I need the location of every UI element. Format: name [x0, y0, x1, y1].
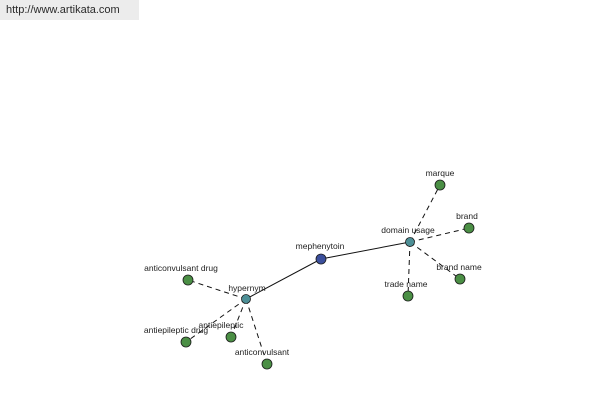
- node-label-anticonvulsant[interactable]: anticonvulsant: [235, 347, 290, 357]
- edge-domain-usage-marque: [409, 184, 441, 243]
- edge-hypernym-antiepileptic-drug: [185, 298, 247, 343]
- edge-hypernym-anticonvulsant-drug: [187, 279, 247, 300]
- edge-domain-usage-trade-name: [407, 241, 411, 297]
- node-anticonvulsant-drug[interactable]: [182, 274, 194, 286]
- node-trade-name[interactable]: [402, 290, 414, 302]
- node-label-antiepileptic[interactable]: antiepileptic: [199, 320, 245, 330]
- edge-mephenytoin-domain-usage: [320, 241, 411, 260]
- node-brand[interactable]: [463, 222, 475, 234]
- node-label-hypernym[interactable]: hypernym: [228, 283, 265, 293]
- node-antiepileptic[interactable]: [225, 331, 237, 343]
- node-label-domain-usage[interactable]: domain usage: [381, 225, 435, 235]
- edges-layer: [185, 184, 470, 365]
- edge-hypernym-antiepileptic: [230, 298, 247, 338]
- edge-domain-usage-brand-name: [409, 241, 461, 280]
- edge-hypernym-anticonvulsant: [245, 298, 268, 365]
- node-label-brand[interactable]: brand: [456, 211, 478, 221]
- node-label-mephenytoin[interactable]: mephenytoin: [296, 241, 345, 251]
- labels-layer: mephenytoin domain usage hypernym marque bra…: [144, 168, 482, 357]
- node-marque[interactable]: [434, 179, 446, 191]
- node-label-brand-name[interactable]: brand name: [436, 262, 482, 272]
- node-antiepileptic-drug[interactable]: [180, 336, 192, 348]
- site-url[interactable]: http://www.artikata.com: [0, 0, 139, 20]
- nodes-layer: [180, 179, 475, 370]
- edge-domain-usage-brand: [409, 227, 470, 243]
- node-domain-usage[interactable]: [405, 237, 415, 247]
- node-hypernym[interactable]: [241, 294, 251, 304]
- node-brand-name[interactable]: [454, 273, 466, 285]
- node-mephenytoin[interactable]: [315, 253, 327, 265]
- node-label-marque[interactable]: marque: [426, 168, 455, 178]
- node-label-anticonvulsant-drug[interactable]: anticonvulsant drug: [144, 263, 218, 273]
- edge-mephenytoin-hypernym: [245, 258, 322, 300]
- node-label-antiepileptic-drug[interactable]: antiepileptic drug: [144, 325, 209, 335]
- node-label-trade-name[interactable]: trade name: [385, 279, 428, 289]
- node-anticonvulsant[interactable]: [261, 358, 273, 370]
